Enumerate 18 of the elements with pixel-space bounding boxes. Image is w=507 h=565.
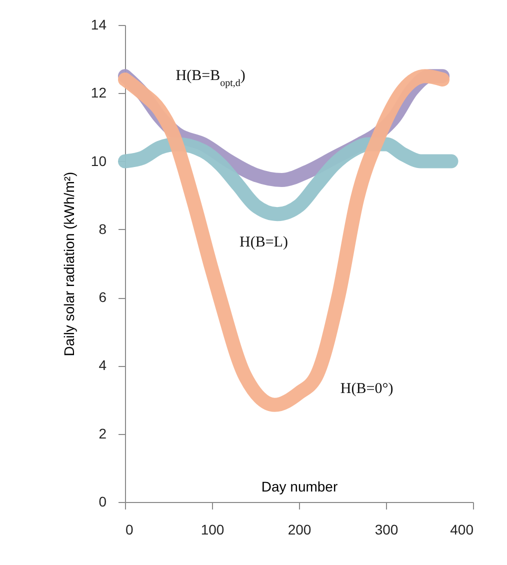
x-tick-label: 300	[374, 522, 398, 538]
y-tick-label: 14	[90, 16, 107, 32]
y-tick-label: 0	[98, 494, 107, 510]
y-tick-label: 2	[98, 425, 107, 442]
y-axis-title: Daily solar radiation (kWh/m²)	[60, 172, 77, 356]
y-tick-label: 4	[98, 357, 107, 374]
y-tick-label: 10	[90, 152, 107, 169]
y-tick-label: 6	[98, 289, 107, 306]
series-label: H(B=0°)	[340, 380, 394, 397]
x-tick-label: 400	[450, 522, 474, 538]
x-tick-label: 200	[288, 522, 312, 538]
y-tick-label: 12	[90, 84, 107, 101]
x-tick-label: 0	[126, 522, 134, 538]
x-axis-title: Day number	[261, 478, 338, 494]
series-label: H(B=L)	[240, 234, 288, 251]
y-tick-label: 8	[98, 220, 107, 237]
x-tick-label: 100	[200, 522, 224, 538]
series-label: H(B=B$_{opt,d}$)	[176, 68, 246, 88]
